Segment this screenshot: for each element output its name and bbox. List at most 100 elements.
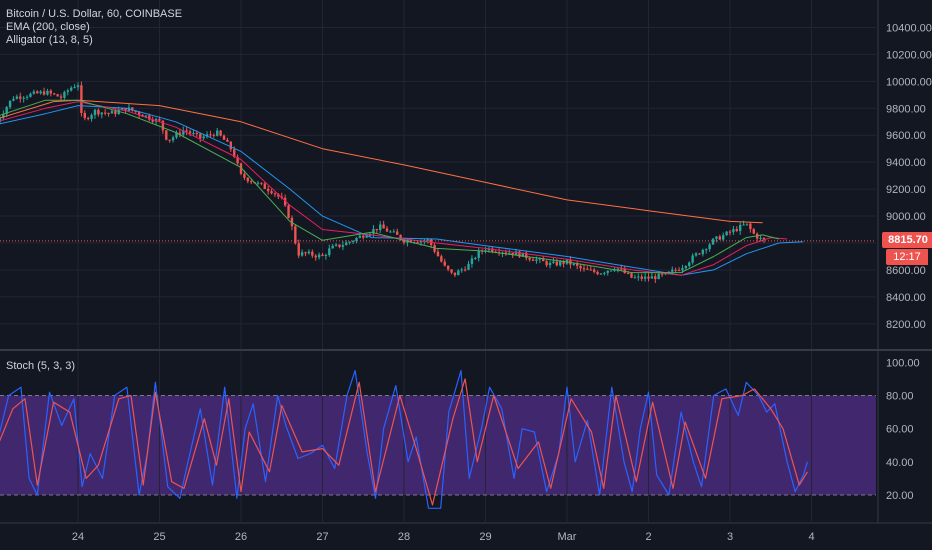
candle-body — [202, 136, 205, 139]
candle-body — [396, 231, 399, 235]
candle-body — [722, 235, 725, 240]
candle-body — [171, 137, 175, 141]
candle-body — [100, 112, 103, 115]
candle-body — [236, 156, 239, 164]
candle-body — [657, 273, 660, 280]
candle-body — [402, 239, 406, 243]
price-tick-label: 9200.00 — [886, 184, 926, 196]
candle-body — [124, 108, 127, 112]
candle-body — [358, 235, 362, 238]
stoch-tick-label: 60.00 — [886, 424, 914, 436]
candle-body — [12, 98, 15, 101]
candle-body — [307, 251, 311, 254]
candle-body — [725, 231, 728, 236]
candle-body — [572, 263, 575, 265]
candle-body — [596, 271, 599, 275]
candle-body — [239, 163, 243, 174]
candle-body — [559, 261, 562, 266]
candle-body — [32, 91, 36, 94]
candle-body — [294, 226, 297, 244]
candle-body — [195, 133, 199, 135]
candle-body — [66, 90, 70, 92]
candle-body — [694, 253, 698, 256]
candle-body — [718, 236, 722, 240]
candle-body — [114, 111, 117, 114]
candle-body — [83, 112, 86, 119]
price-tick-label: 9600.00 — [886, 130, 926, 142]
last-price-tag: 8815.70 — [882, 232, 932, 248]
candle-body — [97, 109, 100, 115]
stoch-legend: Stoch (5, 3, 3) — [6, 360, 75, 373]
candle-body — [0, 118, 2, 122]
candle-body — [229, 141, 233, 150]
candle-body — [728, 231, 732, 233]
candle-body — [212, 134, 216, 136]
candle-body — [446, 265, 450, 270]
candle-body — [555, 261, 559, 266]
candle-body — [735, 229, 738, 232]
candle-body — [613, 269, 616, 271]
candle-body — [365, 235, 368, 238]
candle-body — [216, 130, 219, 136]
stoch-tick-label: 80.00 — [886, 391, 914, 403]
candle-body — [419, 240, 423, 243]
candle-body — [46, 90, 49, 95]
candle-body — [266, 188, 270, 192]
candle-body — [80, 85, 83, 113]
candle-body — [518, 251, 521, 257]
candle-body — [545, 261, 548, 266]
candle-body — [90, 114, 93, 119]
candle-body — [637, 276, 640, 278]
candle-body — [732, 229, 735, 233]
candle-body — [467, 263, 470, 270]
candle-body — [283, 197, 287, 206]
time-tick-label: 4 — [808, 531, 814, 543]
ema-label: EMA (200, close) — [6, 21, 90, 33]
candle-body — [107, 113, 110, 115]
candle-body — [715, 236, 718, 239]
time-tick-label: 28 — [398, 531, 410, 543]
candle-body — [103, 112, 107, 114]
candle-body — [151, 119, 154, 122]
candle-body — [158, 119, 161, 121]
time-tick-label: 26 — [235, 531, 247, 543]
candle-body — [592, 269, 596, 272]
candle-body — [562, 261, 565, 264]
candle-body — [586, 268, 589, 270]
candle-body — [348, 241, 351, 243]
candle-body — [745, 223, 749, 225]
candle-body — [192, 133, 195, 135]
candle-body — [243, 173, 246, 178]
candle-body — [300, 252, 304, 256]
candle-body — [508, 252, 511, 254]
stoch-tick-label: 40.00 — [886, 457, 914, 469]
price-tick-label: 8600.00 — [886, 265, 926, 277]
candle-body — [620, 268, 623, 270]
price-tick-label: 10400.00 — [886, 22, 932, 34]
bar-countdown-tag: 12:17 — [886, 249, 928, 265]
alligator-label: Alligator (13, 8, 5) — [6, 34, 93, 46]
candle-body — [161, 120, 165, 131]
stoch-tick-label: 20.00 — [886, 490, 914, 502]
candle-body — [222, 135, 226, 140]
candle-body — [708, 244, 711, 250]
candle-body — [609, 270, 613, 272]
candle-body — [603, 272, 606, 274]
candle-body — [256, 182, 260, 184]
candle-body — [287, 205, 290, 218]
candle-body — [86, 118, 90, 120]
price-tick-label: 10200.00 — [886, 49, 932, 61]
candle-body — [317, 254, 321, 258]
candle-body — [321, 254, 324, 256]
candle-body — [660, 273, 664, 275]
candle-body — [341, 245, 345, 247]
price-tick-label: 8200.00 — [886, 319, 926, 331]
candle-body — [684, 265, 688, 269]
candle-body — [56, 94, 59, 97]
candle-body — [246, 177, 249, 182]
candle-body — [630, 273, 633, 278]
candle-body — [453, 272, 457, 276]
candle-body — [148, 115, 151, 120]
candle-body — [76, 85, 80, 88]
